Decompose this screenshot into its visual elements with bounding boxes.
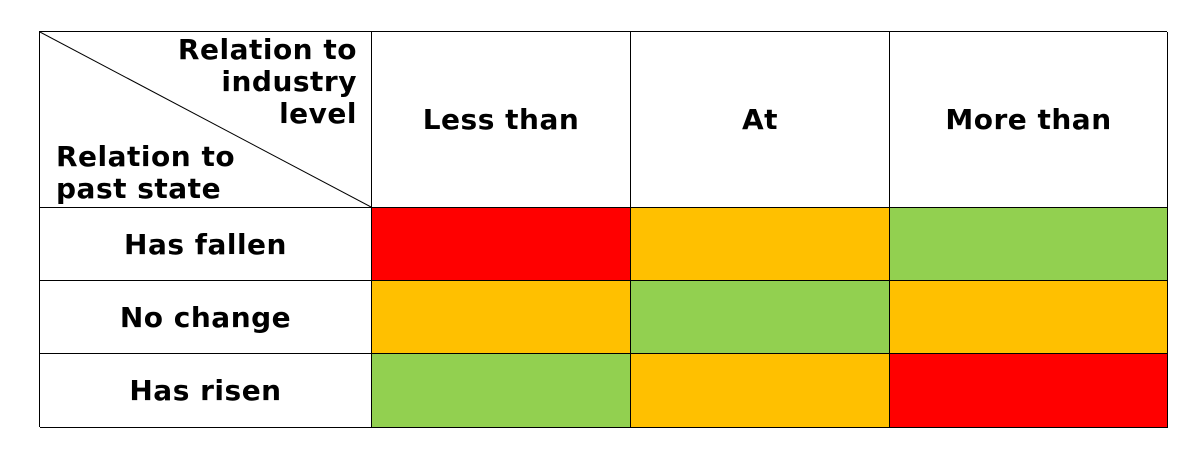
- status-matrix: Relation to industry level Relation to p…: [39, 31, 1168, 428]
- cell-no-change-more-than: [890, 281, 1168, 354]
- cell-has-risen-less-than: [372, 354, 631, 428]
- column-header-at: At: [631, 32, 890, 208]
- cell-no-change-less-than: [372, 281, 631, 354]
- row-header-has-fallen: Has fallen: [40, 208, 372, 281]
- column-header-less-than: Less than: [372, 32, 631, 208]
- corner-header: Relation to industry level Relation to p…: [40, 32, 372, 208]
- cell-has-fallen-at: [631, 208, 890, 281]
- cell-has-fallen-less-than: [372, 208, 631, 281]
- row-axis-label: Relation to past state: [56, 140, 236, 205]
- cell-has-risen-at: [631, 354, 890, 428]
- diagonal-divider: [40, 32, 371, 207]
- cell-has-risen-more-than: [890, 354, 1168, 428]
- column-header-more-than: More than: [890, 32, 1168, 208]
- row-header-no-change: No change: [40, 281, 372, 354]
- cell-has-fallen-more-than: [890, 208, 1168, 281]
- column-axis-label: Relation to industry level: [177, 33, 357, 130]
- row-header-has-risen: Has risen: [40, 354, 372, 428]
- cell-no-change-at: [631, 281, 890, 354]
